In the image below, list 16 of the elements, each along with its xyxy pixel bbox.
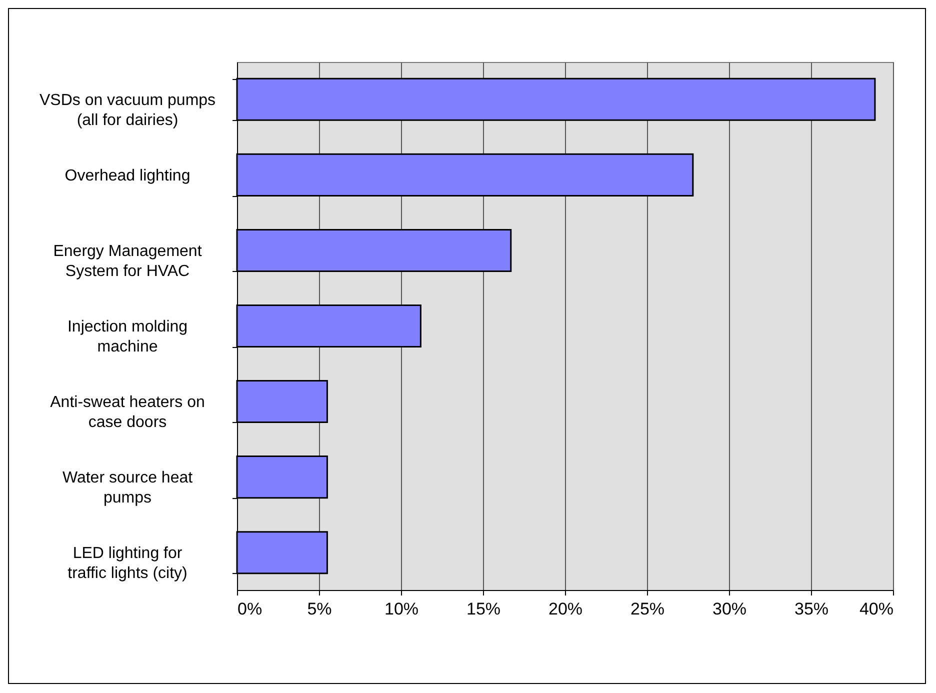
x-tick-label: 20% bbox=[548, 600, 583, 618]
y-tick-label: LED lighting for traffic lights (city) bbox=[68, 545, 188, 582]
y-tick-label: Water source heat pumps bbox=[62, 470, 194, 507]
x-tick-label: 30% bbox=[712, 600, 747, 618]
y-tick-label: Anti-sweat heaters on case doors bbox=[50, 394, 205, 432]
y-tick-label: Energy Management System for HVAC bbox=[53, 242, 202, 280]
x-tick-label: 15% bbox=[466, 600, 501, 618]
x-tick-label: 5% bbox=[307, 600, 332, 618]
x-tick-label: 0% bbox=[238, 600, 262, 618]
x-tick-label: 35% bbox=[794, 600, 829, 618]
x-tick-label: 25% bbox=[630, 600, 665, 618]
y-tick-label: VSDs on vacuum pumps (all for dairies) bbox=[39, 92, 216, 129]
y-tick-label: Overhead lighting bbox=[64, 167, 190, 184]
x-tick-label: 40% bbox=[859, 600, 894, 618]
y-tick-label: Injection molding machine bbox=[67, 318, 188, 356]
x-tick-label: 10% bbox=[384, 600, 419, 618]
